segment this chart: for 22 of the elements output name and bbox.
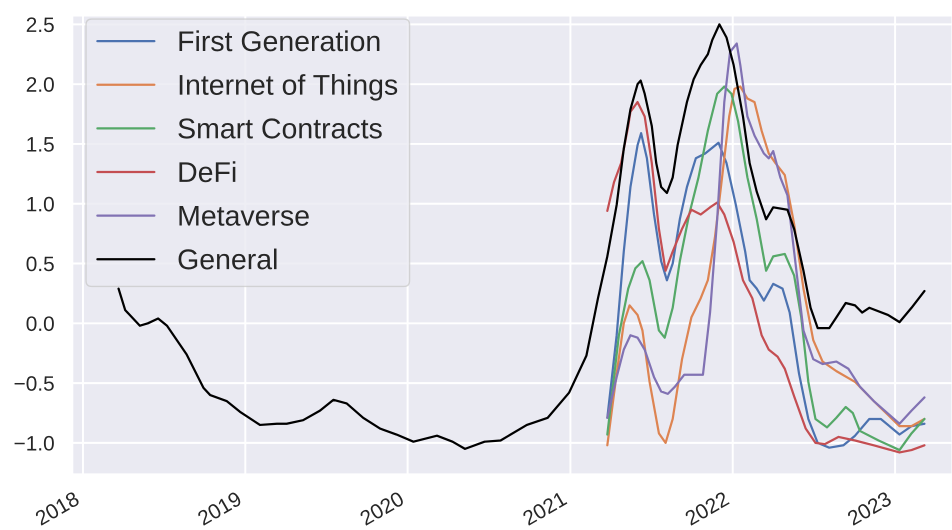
x-tick-label: 2020 [358,490,405,526]
legend-label: Internet of Things [180,74,398,101]
x-tick-label: 2023 [846,490,892,526]
line-series [117,23,926,450]
legend-label: DeFi [179,161,236,182]
x-tick-label: 2018 [34,490,80,526]
y-tick-label: 0.0 [26,316,54,332]
legend-label: Smart Contracts [178,118,382,139]
y-tick-label: 2.5 [26,17,54,32]
legend-label: General [178,248,277,270]
x-tick-label: 2019 [196,490,242,526]
legend-label: First Generation [179,30,380,52]
y-tick-label: 1.0 [27,196,54,212]
y-tick-label: −0.5 [14,376,54,391]
y-tick-label: 0.5 [26,256,54,272]
y-tick-label: −1.0 [14,436,54,451]
legend-label: Metaverse [179,206,309,226]
x-tick-label: 2022 [684,490,730,526]
x-tick-label: 2021 [522,490,568,526]
y-tick-label: 2.0 [26,77,54,92]
line-series [606,42,926,425]
y-tick-label: 1.5 [27,137,54,152]
